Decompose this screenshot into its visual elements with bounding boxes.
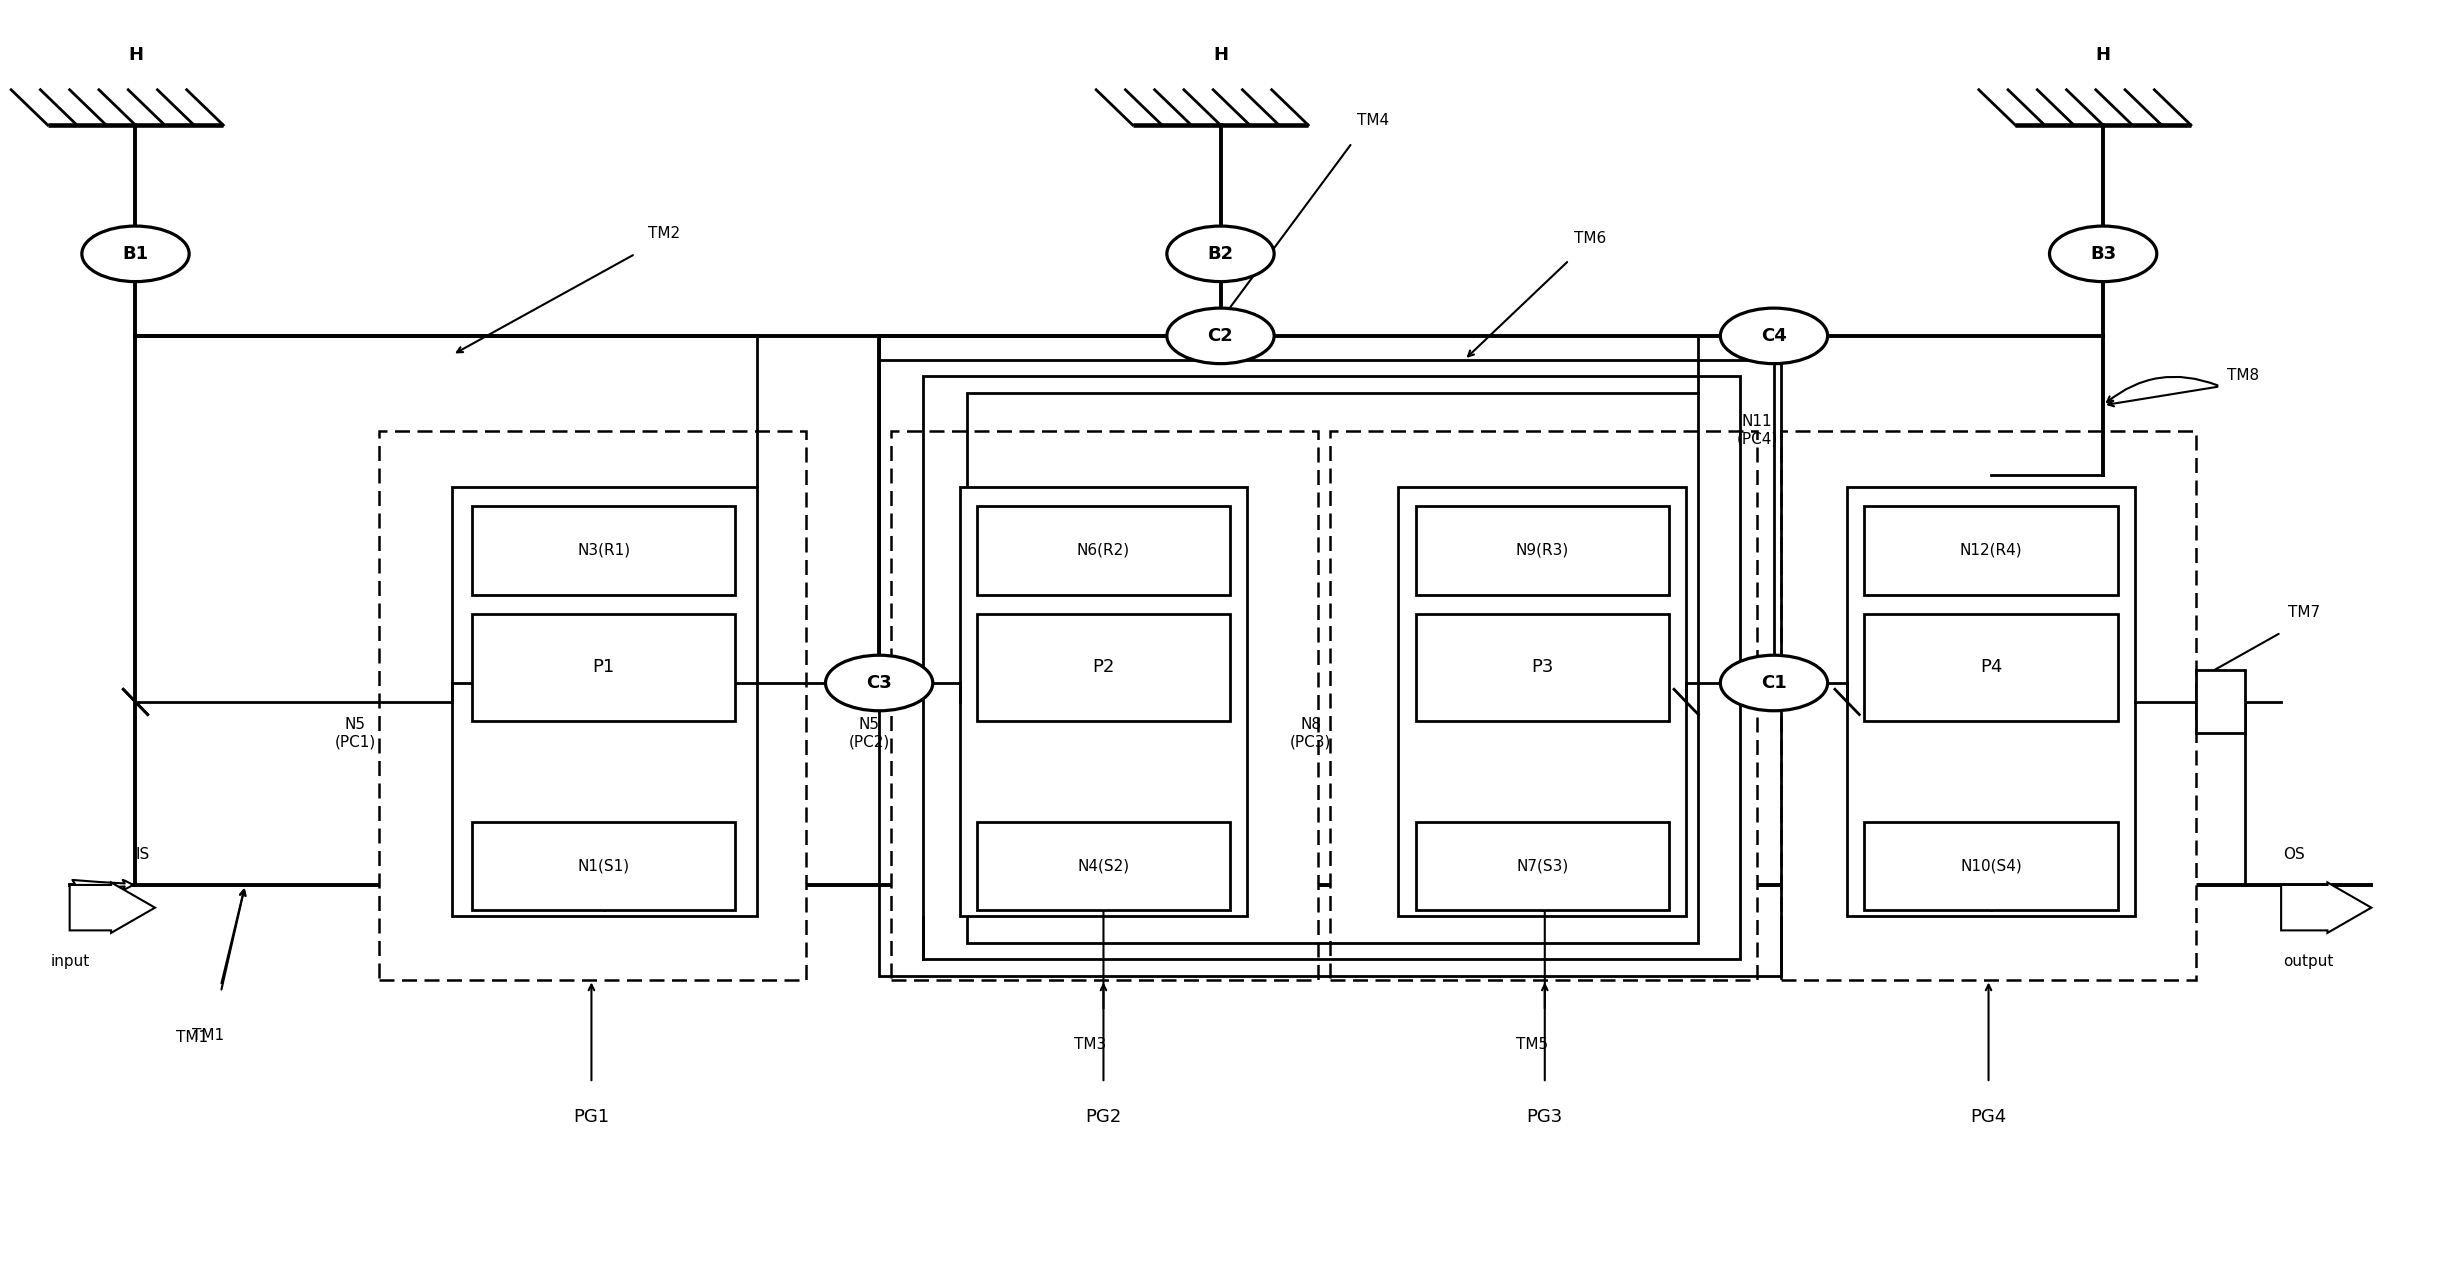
Text: N10(S4): N10(S4) bbox=[1960, 859, 2021, 874]
Text: P3: P3 bbox=[1531, 658, 1552, 677]
Bar bbox=[1330, 430, 1758, 979]
Text: H: H bbox=[127, 47, 144, 65]
Text: OS: OS bbox=[2285, 848, 2304, 863]
Text: TM4: TM4 bbox=[1357, 113, 1389, 128]
FancyArrow shape bbox=[71, 883, 154, 932]
Bar bbox=[967, 392, 1699, 942]
Text: N4(S2): N4(S2) bbox=[1076, 859, 1130, 874]
Text: TM6: TM6 bbox=[1574, 231, 1606, 247]
Text: N11
(PC4): N11 (PC4) bbox=[1736, 415, 1777, 447]
Bar bbox=[1865, 506, 2119, 595]
Bar bbox=[1865, 614, 2119, 721]
Bar bbox=[1865, 822, 2119, 911]
Text: N12(R4): N12(R4) bbox=[1960, 543, 2021, 558]
Text: P2: P2 bbox=[1091, 658, 1116, 677]
Text: C3: C3 bbox=[867, 674, 891, 692]
Text: C4: C4 bbox=[1760, 326, 1787, 345]
Text: TM7: TM7 bbox=[2290, 605, 2321, 620]
Circle shape bbox=[1721, 655, 1828, 711]
Circle shape bbox=[1721, 309, 1828, 363]
Text: N1(S1): N1(S1) bbox=[579, 859, 630, 874]
Text: H: H bbox=[2097, 47, 2111, 65]
Bar bbox=[1416, 614, 1670, 721]
Text: PG3: PG3 bbox=[1526, 1108, 1562, 1126]
Bar bbox=[976, 822, 1230, 911]
Text: B2: B2 bbox=[1208, 245, 1233, 263]
Bar bbox=[891, 430, 1318, 979]
Text: C1: C1 bbox=[1760, 674, 1787, 692]
Circle shape bbox=[825, 655, 932, 711]
Text: output: output bbox=[2285, 954, 2334, 969]
Bar bbox=[1782, 430, 2197, 979]
Bar bbox=[471, 822, 735, 911]
Text: N3(R1): N3(R1) bbox=[576, 543, 630, 558]
FancyArrow shape bbox=[2282, 883, 2370, 932]
Text: H: H bbox=[1213, 47, 1228, 65]
Text: TM8: TM8 bbox=[2229, 368, 2260, 382]
Bar bbox=[2197, 670, 2246, 734]
Bar bbox=[879, 359, 1782, 975]
Circle shape bbox=[83, 226, 188, 282]
Bar bbox=[959, 487, 1247, 917]
Text: TM1: TM1 bbox=[190, 1027, 225, 1042]
Text: TM3: TM3 bbox=[1074, 1036, 1106, 1051]
Text: P1: P1 bbox=[593, 658, 615, 677]
Text: N5
(PC2): N5 (PC2) bbox=[849, 717, 891, 750]
Text: N6(R2): N6(R2) bbox=[1076, 543, 1130, 558]
Text: C2: C2 bbox=[1208, 326, 1233, 345]
Text: TM5: TM5 bbox=[1516, 1036, 1548, 1051]
Bar bbox=[923, 376, 1740, 959]
Text: P4: P4 bbox=[1980, 658, 2002, 677]
Text: PG2: PG2 bbox=[1086, 1108, 1120, 1126]
Bar bbox=[471, 506, 735, 595]
Bar bbox=[471, 614, 735, 721]
Circle shape bbox=[2050, 226, 2158, 282]
Bar bbox=[1416, 506, 1670, 595]
Circle shape bbox=[1167, 309, 1274, 363]
Text: N7(S3): N7(S3) bbox=[1516, 859, 1570, 874]
Text: input: input bbox=[51, 954, 90, 969]
Text: TM1: TM1 bbox=[176, 1030, 207, 1045]
Text: TM2: TM2 bbox=[647, 226, 679, 242]
Text: IS: IS bbox=[137, 848, 149, 863]
Text: B1: B1 bbox=[122, 245, 149, 263]
Circle shape bbox=[1167, 226, 1274, 282]
Bar bbox=[378, 430, 806, 979]
Text: PG4: PG4 bbox=[1970, 1108, 2007, 1126]
Text: N8
(PC3): N8 (PC3) bbox=[1289, 717, 1330, 750]
Text: PG1: PG1 bbox=[574, 1108, 610, 1126]
Bar bbox=[452, 487, 757, 917]
Bar bbox=[1416, 822, 1670, 911]
Text: N5
(PC1): N5 (PC1) bbox=[334, 717, 376, 750]
Bar bbox=[1848, 487, 2136, 917]
Bar bbox=[976, 614, 1230, 721]
Text: N9(R3): N9(R3) bbox=[1516, 543, 1570, 558]
Text: B3: B3 bbox=[2089, 245, 2116, 263]
Bar bbox=[976, 506, 1230, 595]
Bar bbox=[1399, 487, 1687, 917]
